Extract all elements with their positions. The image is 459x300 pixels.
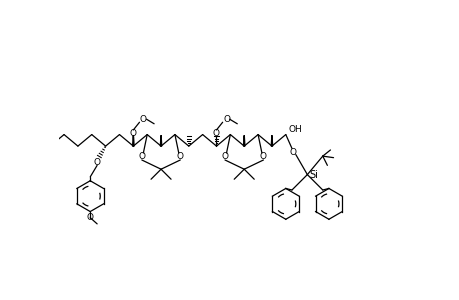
- Text: O: O: [94, 158, 101, 167]
- Text: O: O: [221, 152, 228, 161]
- Polygon shape: [271, 135, 272, 146]
- Polygon shape: [160, 135, 162, 146]
- Polygon shape: [132, 135, 134, 146]
- Polygon shape: [243, 135, 244, 146]
- Text: O: O: [87, 213, 94, 222]
- Text: Si: Si: [308, 169, 317, 180]
- Text: O: O: [176, 152, 184, 161]
- Text: O: O: [140, 115, 146, 124]
- Text: OH: OH: [288, 125, 302, 134]
- Text: O: O: [138, 152, 145, 161]
- Text: O: O: [289, 148, 297, 157]
- Text: O: O: [223, 115, 230, 124]
- Text: O: O: [259, 152, 266, 161]
- Text: O: O: [129, 128, 136, 137]
- Text: O: O: [213, 128, 219, 137]
